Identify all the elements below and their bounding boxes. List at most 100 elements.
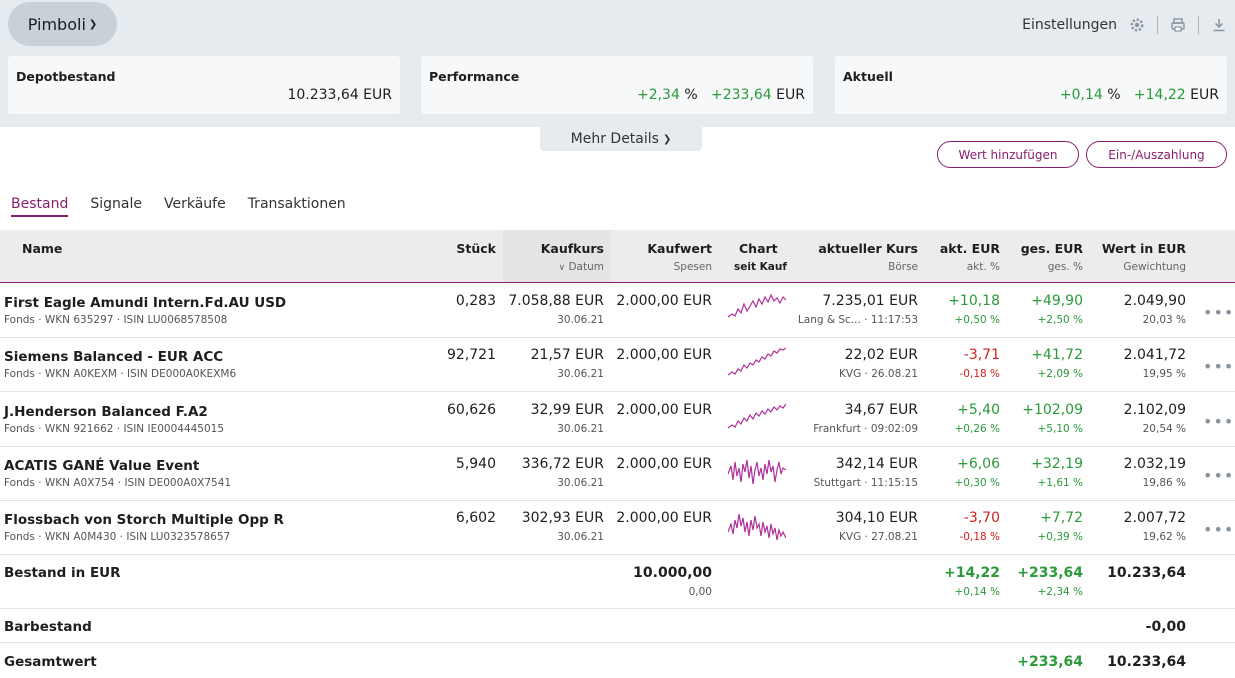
kaufwert: 2.000,00 EUR xyxy=(616,402,712,418)
col-wert[interactable]: Wert in EUR xyxy=(1101,241,1186,256)
summary-akt: +14,22 xyxy=(943,565,1000,581)
kaufdatum: 30.06.21 xyxy=(557,368,604,380)
security-name[interactable]: Siemens Balanced - EUR ACC xyxy=(4,349,224,365)
kaufkurs: 7.058,88 EUR xyxy=(508,293,604,309)
top-area: Pimboli ❯ Einstellungen Depotbestand 10.… xyxy=(0,0,1235,127)
security-name[interactable]: First Eagle Amundi Intern.Fd.AU USD xyxy=(4,295,287,311)
kaufwert: 2.000,00 EUR xyxy=(616,510,712,526)
kaufwert: 2.000,00 EUR xyxy=(616,293,712,309)
kpi-abs: +233,64 xyxy=(711,87,772,103)
summary-kaufwert: 10.000,00 xyxy=(633,565,712,581)
ges-pct: +2,09 % xyxy=(1037,368,1084,380)
sparkline-chart[interactable] xyxy=(728,289,786,325)
kpi-pct: +0,14 xyxy=(1059,87,1103,103)
security-name[interactable]: J.Henderson Balanced F.A2 xyxy=(4,404,208,420)
akt-eur: +10,18 xyxy=(948,293,1000,309)
col-stueck[interactable]: Stück xyxy=(456,241,496,256)
tab-verkaeufe[interactable]: Verkäufe xyxy=(163,196,226,212)
kpi-pct-unit: % xyxy=(684,87,698,103)
kpi-abs: +14,22 xyxy=(1133,87,1186,103)
settings-link[interactable]: Einstellungen xyxy=(1022,17,1117,33)
kaufdatum: 30.06.21 xyxy=(557,531,604,543)
col-ges[interactable]: ges. EUR xyxy=(1020,241,1083,256)
table-row[interactable]: Flossbach von Storch Multiple Opp R Fond… xyxy=(0,500,1235,555)
download-icon[interactable] xyxy=(1209,15,1229,35)
sparkline-chart[interactable] xyxy=(728,452,786,488)
col-akt[interactable]: akt. EUR xyxy=(939,241,1000,256)
sparkline-chart[interactable] xyxy=(728,398,786,434)
col-kaufkurs-sub[interactable]: ∨ Datum xyxy=(559,261,604,273)
sparkline-chart[interactable] xyxy=(728,343,786,379)
table-row[interactable]: Siemens Balanced - EUR ACC Fonds · WKN A… xyxy=(0,337,1235,392)
printer-icon[interactable] xyxy=(1168,15,1188,35)
col-ges-pct[interactable]: ges. % xyxy=(1047,261,1083,273)
boerse: Stuttgart · 11:15:15 xyxy=(813,477,918,489)
security-name[interactable]: Flossbach von Storch Multiple Opp R xyxy=(4,512,284,528)
security-meta: Fonds · WKN 921662 · ISIN IE0004445015 xyxy=(4,423,225,435)
more-dots-icon[interactable]: ••• xyxy=(1203,466,1235,485)
summary-spesen: 0,00 xyxy=(688,586,712,598)
sorted-column-bg xyxy=(503,230,610,282)
mehr-details-toggle[interactable]: Mehr Details ❯ xyxy=(540,127,702,151)
akt-pct: +0,50 % xyxy=(954,314,1001,326)
summary-ges: +233,64 xyxy=(1017,565,1083,581)
gewichtung: 20,54 % xyxy=(1142,423,1186,435)
tab-bestand[interactable]: Bestand xyxy=(11,196,69,217)
security-name[interactable]: ACATIS GANÉ Value Event xyxy=(4,458,200,474)
akt-pct: -0,18 % xyxy=(959,531,1000,543)
kpi-value: +0,14 % +14,22 EUR xyxy=(1060,87,1219,103)
col-name[interactable]: Name xyxy=(22,241,63,256)
deposit-withdraw-button[interactable]: Ein-/Auszahlung xyxy=(1086,141,1227,168)
ges-pct: +0,39 % xyxy=(1037,531,1084,543)
col-kurs[interactable]: aktueller Kurs xyxy=(818,241,918,256)
tab-bar: Bestand Signale Verkäufe Transaktionen xyxy=(11,196,346,217)
akt-eur: -3,71 xyxy=(963,347,1000,363)
akt-pct: +0,30 % xyxy=(954,477,1001,489)
top-toolbar: Einstellungen xyxy=(1022,14,1229,36)
wert-eur: 2.049,90 xyxy=(1123,293,1186,309)
portfolio-selector[interactable]: Pimboli ❯ xyxy=(8,2,117,46)
table-row[interactable]: ACATIS GANÉ Value Event Fonds · WKN A0X7… xyxy=(0,446,1235,501)
kpi-value: +2,34 % +233,64 EUR xyxy=(637,87,805,103)
table-row[interactable]: J.Henderson Balanced F.A2 Fonds · WKN 92… xyxy=(0,392,1235,447)
more-dots-icon[interactable]: ••• xyxy=(1203,357,1235,376)
col-chart-sub[interactable]: seit Kauf xyxy=(734,261,787,273)
more-dots-icon[interactable]: ••• xyxy=(1203,520,1235,539)
aktueller-kurs: 22,02 EUR xyxy=(844,347,918,363)
gewichtung: 19,62 % xyxy=(1142,531,1186,543)
ges-pct: +5,10 % xyxy=(1037,423,1084,435)
col-boerse[interactable]: Börse xyxy=(888,261,918,273)
kaufkurs: 336,72 EUR xyxy=(521,456,604,472)
aktueller-kurs: 34,67 EUR xyxy=(844,402,918,418)
stueck: 92,721 xyxy=(447,347,496,363)
gear-icon[interactable] xyxy=(1127,15,1147,35)
more-dots-icon[interactable]: ••• xyxy=(1203,303,1235,322)
col-kaufkurs[interactable]: Kaufkurs xyxy=(540,241,604,256)
col-gewichtung[interactable]: Gewichtung xyxy=(1123,261,1186,273)
security-meta: Fonds · WKN 635297 · ISIN LU0068578508 xyxy=(4,314,228,326)
aktueller-kurs: 7.235,01 EUR xyxy=(822,293,918,309)
col-spesen[interactable]: Spesen xyxy=(673,261,712,273)
security-meta: Fonds · WKN A0X754 · ISIN DE000A0X7541 xyxy=(4,477,232,489)
tab-transaktionen[interactable]: Transaktionen xyxy=(247,196,346,212)
col-chart[interactable]: Chart xyxy=(739,241,778,256)
add-value-button[interactable]: Wert hinzufügen xyxy=(937,141,1079,168)
col-kaufwert[interactable]: Kaufwert xyxy=(647,241,712,256)
tab-signale[interactable]: Signale xyxy=(90,196,142,212)
kpi-title: Aktuell xyxy=(843,69,893,84)
col-akt-pct[interactable]: akt. % xyxy=(966,261,1000,273)
sparkline-chart[interactable] xyxy=(728,506,786,542)
summary-bar-row: Barbestand -0,00 xyxy=(0,609,1235,643)
summary-label: Barbestand xyxy=(4,619,92,635)
table-header: Name Stück Kaufkurs ∨ Datum Kaufwert Spe… xyxy=(0,230,1235,283)
gewichtung: 20,03 % xyxy=(1142,314,1186,326)
more-dots-icon[interactable]: ••• xyxy=(1203,412,1235,431)
chevron-down-icon: ❯ xyxy=(662,133,672,145)
aktueller-kurs: 304,10 EUR xyxy=(835,510,918,526)
summary-gesamt-row: Gesamtwert +233,64 10.233,64 xyxy=(0,643,1235,677)
gewichtung: 19,95 % xyxy=(1142,368,1186,380)
divider xyxy=(1198,16,1199,34)
kpi-abs-unit: EUR xyxy=(1190,87,1219,103)
table-row[interactable]: First Eagle Amundi Intern.Fd.AU USD Fond… xyxy=(0,283,1235,338)
wert-eur: 2.102,09 xyxy=(1123,402,1186,418)
